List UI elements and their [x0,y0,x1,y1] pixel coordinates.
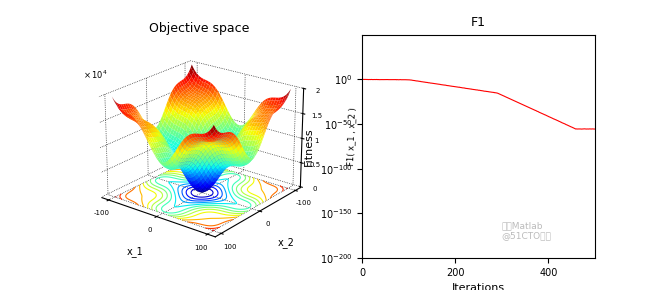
Title: F1: F1 [471,17,486,30]
Y-axis label: x_2: x_2 [278,237,295,248]
Text: $\times\,10^4$: $\times\,10^4$ [83,69,108,81]
X-axis label: Iterations: Iterations [452,283,505,290]
Title: Objective space: Objective space [149,22,249,35]
X-axis label: x_1: x_1 [127,246,143,257]
Y-axis label: Fitness: Fitness [304,127,314,166]
Text: 天穹Matlab
@51CTO博客: 天穹Matlab @51CTO博客 [502,221,552,240]
